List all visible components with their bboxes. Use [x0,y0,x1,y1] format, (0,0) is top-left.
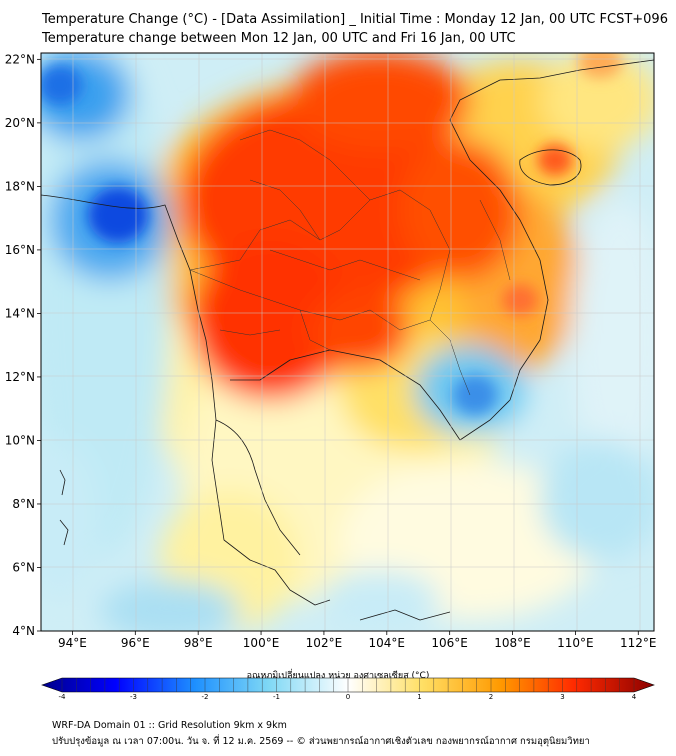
lon-tick-label: 108°E [494,636,531,650]
lon-tick-label: 106°E [431,636,468,650]
colorbar-tick-label: -4 [58,693,66,701]
latitude-axis: 22°N 20°N 18°N 16°N 14°N 12°N 10°N 8°N 6°N 4°N [5,52,41,638]
map-frame [40,52,655,632]
admin-borders [189,129,511,396]
colorbar-tick-label: 1 [417,693,422,701]
chart-title: Temperature Change (°C) - [Data Assimila… [42,12,668,27]
map-gridlines [41,53,654,631]
temperature-field [41,53,654,631]
footer-credit: ปรับปรุงข้อมูล ณ เวลา 07:00น. วัน จ. ที่… [52,736,590,747]
lat-tick-label: 4°N [12,624,35,638]
temperature-change-map: 22°N 20°N 18°N 16°N 14°N 12°N 10°N 8°N 6°N 4°N 94… [5,52,657,650]
lat-tick-label: 10°N [5,433,35,447]
lat-tick-label: 20°N [5,116,35,130]
lat-tick-label: 12°N [5,370,35,384]
lon-tick-label: 96°E [121,636,150,650]
colorbar-tick-label: -1 [273,693,280,701]
colorbar-tick-label: 4 [631,693,637,701]
lon-tick-label: 110°E [557,636,594,650]
lon-tick-label: 112°E [620,636,657,650]
colorbar [41,677,655,693]
colorbar-label: อุณหภูมิเปลี่ยนแปลง หน่วย องศาเซลเซียส (… [246,671,430,681]
lon-tick-label: 104°E [369,636,406,650]
lat-tick-label: 14°N [5,306,35,320]
lat-tick-label: 6°N [12,560,35,574]
colorbar-tick-label: 0 [345,693,351,701]
colorbar-tick-label: -3 [130,693,137,701]
footer-model-info: WRF-DA Domain 01 :: Grid Resolution 9km … [52,720,287,731]
lat-tick-label: 16°N [5,243,35,257]
lat-tick-label: 8°N [12,497,35,511]
lon-tick-label: 98°E [184,636,213,650]
lon-tick-label: 102°E [306,636,343,650]
lat-tick-label: 22°N [5,52,35,66]
colorbar-tick-label: 3 [560,693,565,701]
coastlines [41,59,654,621]
lon-tick-label: 100°E [243,636,280,650]
colorbar-tick-label: -2 [201,693,209,701]
longitude-axis: 94°E 96°E 98°E 100°E 102°E 104°E 106°E 108°E 110… [58,631,657,650]
chart-subtitle: Temperature change between Mon 12 Jan, 0… [42,31,516,46]
lat-tick-label: 18°N [5,179,35,193]
colorbar-tick-label: 2 [488,693,494,701]
lon-tick-label: 94°E [58,636,87,650]
